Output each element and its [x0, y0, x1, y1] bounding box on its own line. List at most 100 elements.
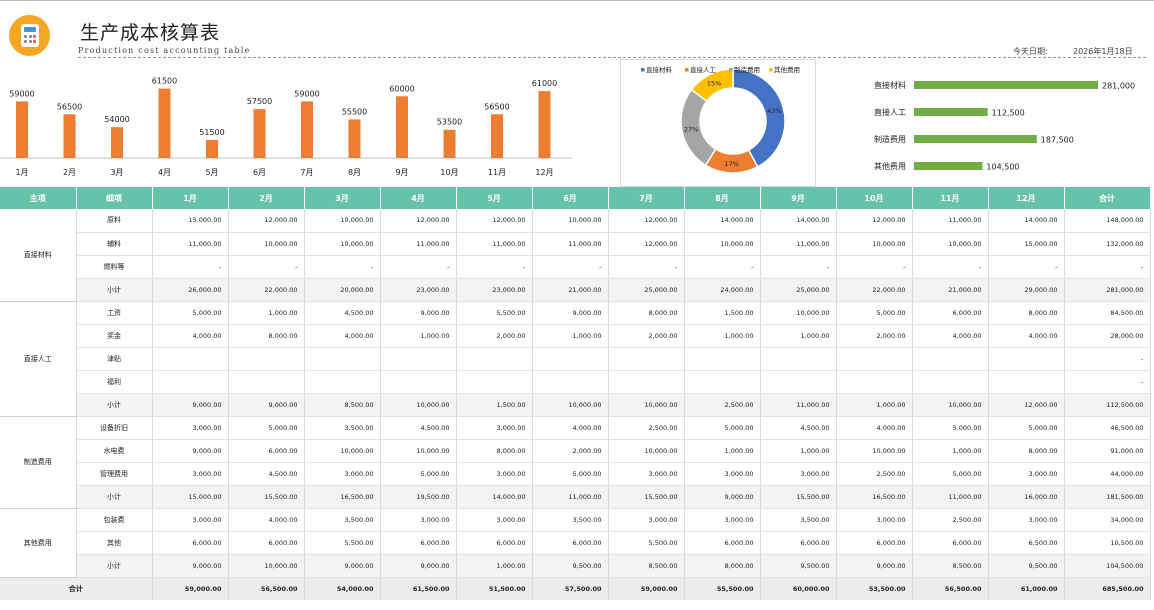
- hbar-category-label: 直接材料: [874, 80, 906, 90]
- grand-total-cell: 59,000.00: [608, 577, 685, 600]
- cost-share-donut-chart: 43% 17% 27% 15% 直接材料 直接人工 制造费用 其他费用: [620, 59, 816, 187]
- legend-swatch: [769, 68, 773, 72]
- bar-6: [253, 109, 266, 158]
- table-row: 其他费用 包装费 3,000.00 4,000.00 3,500.00 3,000.00 3…: [0, 508, 1151, 578]
- grand-total-label: 合计: [0, 577, 153, 600]
- bar-category-label: 2月: [63, 168, 76, 177]
- hbar-2: [914, 108, 988, 116]
- value-cell: 3,000.00: [456, 508, 533, 532]
- table-row: 津贴 -: [0, 347, 1151, 371]
- value-cell: 12,000.00: [836, 209, 913, 233]
- item-cell: 燃料等: [76, 255, 153, 279]
- bar-category-label: 7月: [300, 168, 313, 177]
- value-cell: 3,000.00: [152, 508, 229, 532]
- donut-slice-label: 43%: [767, 107, 781, 115]
- value-cell: [152, 370, 229, 394]
- column-header: 12月: [988, 187, 1065, 209]
- value-cell: 10,000.00: [304, 232, 381, 256]
- value-cell: 3,000.00: [684, 508, 761, 532]
- value-cell: 12,000.00: [988, 393, 1065, 417]
- value-cell: 11,000.00: [760, 232, 837, 256]
- value-cell: 11,000.00: [912, 485, 989, 509]
- value-cell: 16,500.00: [836, 485, 913, 509]
- bar-2: [63, 114, 76, 158]
- value-cell: [760, 370, 837, 394]
- row-total-cell: 84,500.00: [1064, 301, 1151, 325]
- value-cell: 3,000.00: [152, 462, 229, 486]
- value-cell: -: [988, 255, 1065, 279]
- value-cell: 1,000.00: [836, 393, 913, 417]
- value-cell: 3,000.00: [684, 462, 761, 486]
- table-row: 管理费用 3,000.00 4,500.00 3,000.00 5,000.00 3,00…: [0, 462, 1151, 486]
- column-header: 1月: [152, 187, 229, 209]
- value-cell: 3,000.00: [608, 462, 685, 486]
- value-cell: 6,000.00: [760, 531, 837, 555]
- date-label: 今天日期:: [1013, 47, 1048, 56]
- value-cell: [912, 347, 989, 371]
- value-cell: 9,000.00: [152, 554, 229, 578]
- column-header: 9月: [760, 187, 837, 209]
- value-cell: 15,000.00: [988, 232, 1065, 256]
- value-cell: 11,000.00: [532, 485, 609, 509]
- value-cell: 9,000.00: [684, 485, 761, 509]
- column-header: 3月: [304, 187, 381, 209]
- row-total-cell: -: [1064, 347, 1151, 371]
- value-cell: 11,000.00: [912, 209, 989, 233]
- hbar-1: [914, 81, 1098, 89]
- value-cell: -: [304, 255, 381, 279]
- value-cell: 3,000.00: [152, 416, 229, 440]
- bar-value-label: 61500: [152, 77, 177, 86]
- value-cell: 21,000.00: [912, 278, 989, 302]
- grand-total-cell: 55,500.00: [684, 577, 761, 600]
- value-cell: 2,500.00: [684, 393, 761, 417]
- bar-category-label: 5月: [205, 168, 218, 177]
- value-cell: 1,000.00: [532, 324, 609, 348]
- bar-12: [538, 91, 551, 158]
- donut-slice-label: 17%: [724, 160, 738, 168]
- value-cell: [608, 370, 685, 394]
- column-header: 主项: [0, 187, 77, 209]
- bar-category-label: 12月: [535, 168, 553, 177]
- value-cell: 1,000.00: [760, 324, 837, 348]
- value-cell: 5,500.00: [456, 301, 533, 325]
- grand-total-cell: 56,500.00: [228, 577, 305, 600]
- value-cell: 14,000.00: [456, 485, 533, 509]
- bar-value-label: 57500: [247, 97, 272, 106]
- value-cell: -: [456, 255, 533, 279]
- value-cell: 19,500.00: [380, 485, 457, 509]
- value-cell: 10,000.00: [836, 232, 913, 256]
- value-cell: 4,000.00: [836, 416, 913, 440]
- row-total-cell: 181,500.00: [1064, 485, 1151, 509]
- value-cell: [988, 347, 1065, 371]
- value-cell: 6,000.00: [228, 531, 305, 555]
- bar-value-label: 59000: [9, 89, 34, 98]
- value-cell: -: [152, 255, 229, 279]
- column-header: 4月: [380, 187, 457, 209]
- value-cell: 23,000.00: [380, 278, 457, 302]
- value-cell: 3,000.00: [988, 462, 1065, 486]
- value-cell: 2,500.00: [836, 462, 913, 486]
- value-cell: 10,000.00: [380, 393, 457, 417]
- value-cell: 9,500.00: [760, 554, 837, 578]
- value-cell: 1,500.00: [684, 301, 761, 325]
- table-row: 其他 6,000.00 6,000.00 5,500.00 6,000.00 6,000.…: [0, 531, 1151, 555]
- value-cell: -: [912, 255, 989, 279]
- value-cell: 3,500.00: [760, 508, 837, 532]
- category-cell: 直接人工: [0, 301, 77, 417]
- table-row: 直接材料 原料 15,000.00 12,000.00 10,000.00 12,000.…: [0, 209, 1151, 302]
- bar-category-label: 6月: [253, 168, 266, 177]
- value-cell: 1,000.00: [760, 439, 837, 463]
- legend-swatch: [729, 68, 733, 72]
- value-cell: 4,000.00: [532, 416, 609, 440]
- value-cell: 1,000.00: [380, 324, 457, 348]
- value-cell: 6,000.00: [684, 531, 761, 555]
- value-cell: 8,000.00: [988, 439, 1065, 463]
- bar-7: [301, 101, 313, 158]
- bar-value-label: 56500: [484, 102, 509, 111]
- legend-label: 其他费用: [774, 65, 800, 74]
- legend-swatch: [685, 68, 689, 72]
- bar-1: [16, 101, 28, 158]
- legend-label: 制造费用: [734, 65, 760, 74]
- item-cell: 管理费用: [76, 462, 153, 486]
- value-cell: 3,500.00: [532, 508, 609, 532]
